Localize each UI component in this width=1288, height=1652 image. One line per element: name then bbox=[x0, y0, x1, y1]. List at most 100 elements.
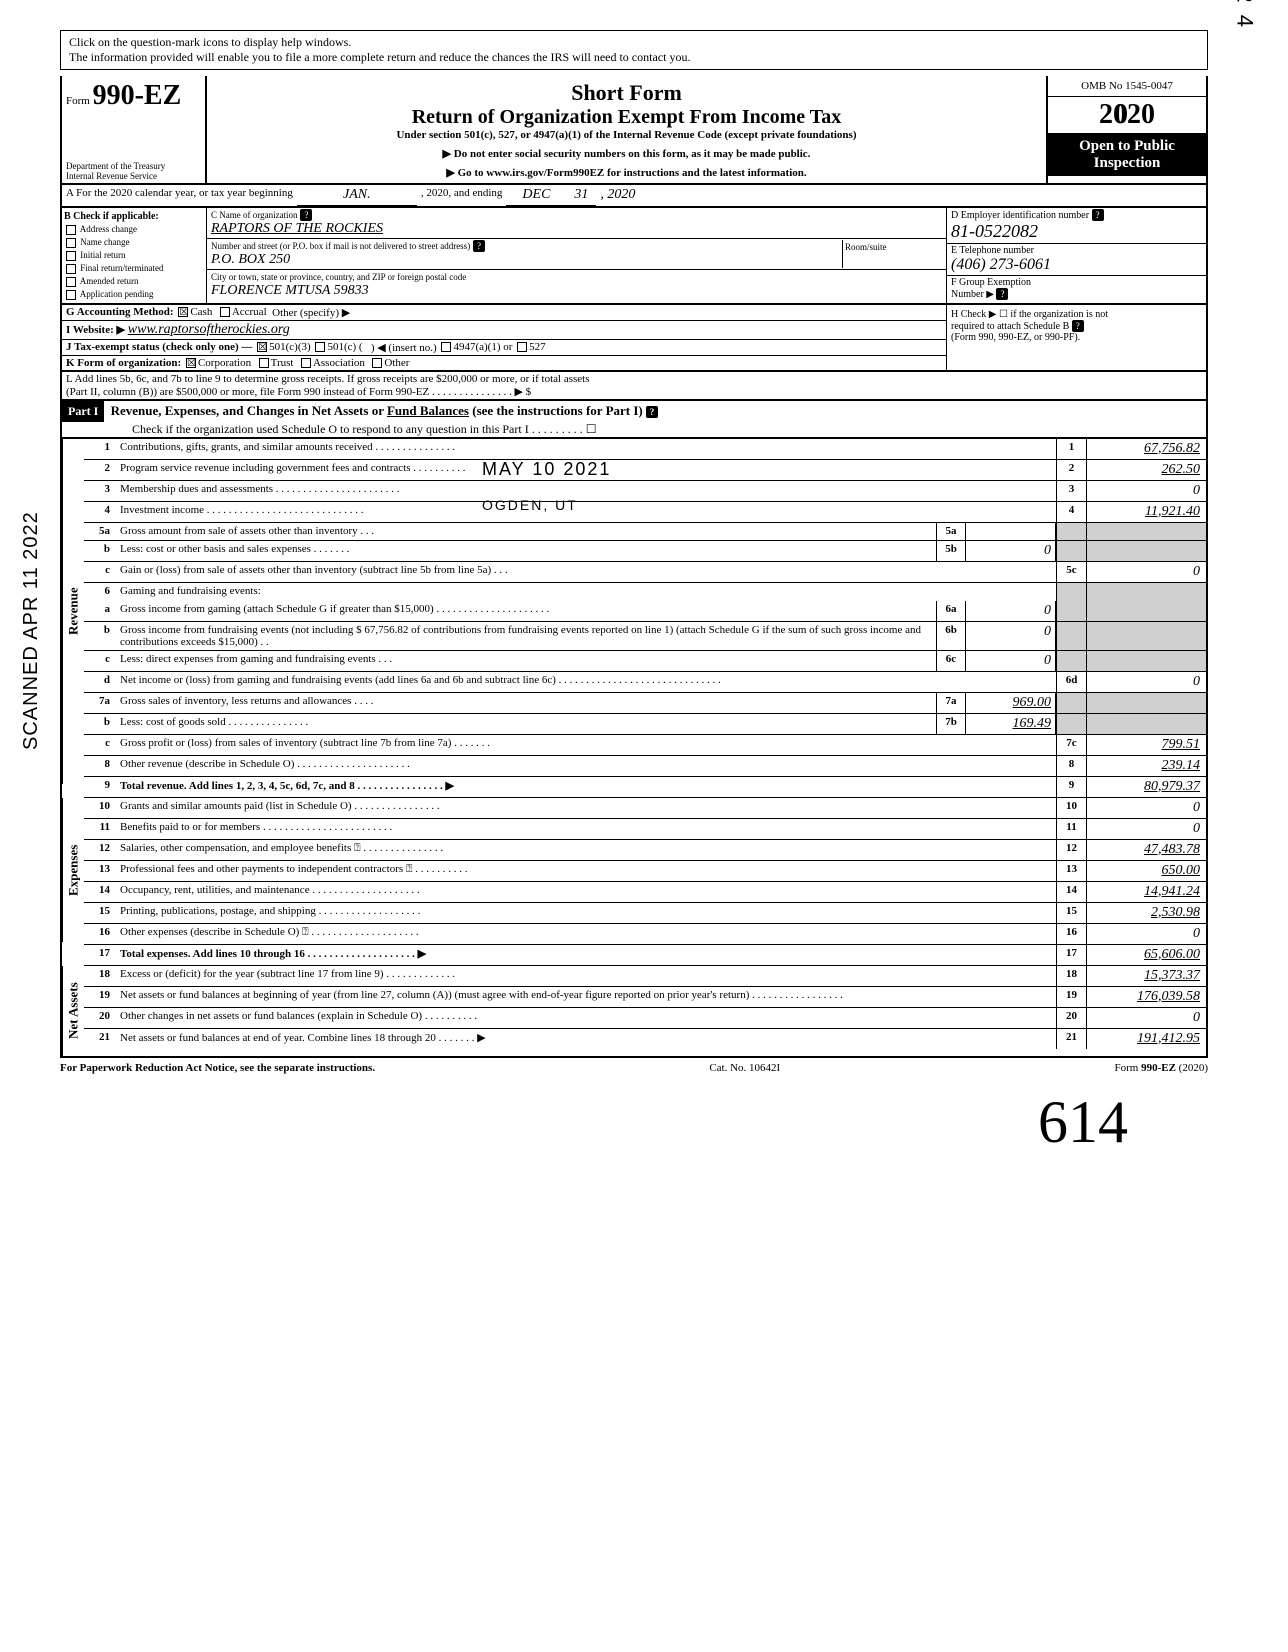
line-amount bbox=[1086, 714, 1206, 734]
line-amount bbox=[1086, 651, 1206, 671]
check-501c3[interactable]: ☒ bbox=[257, 342, 267, 352]
line-no: 13 bbox=[84, 861, 116, 881]
check-final[interactable]: Final return/terminated bbox=[64, 262, 204, 275]
help-icon[interactable]: ? bbox=[300, 209, 312, 221]
line-text: Printing, publications, postage, and shi… bbox=[116, 903, 1056, 923]
check-assoc[interactable] bbox=[301, 358, 311, 368]
inner-amount: 0 bbox=[966, 541, 1056, 561]
ein-value: 81-0522082 bbox=[951, 221, 1038, 241]
line-amount bbox=[1086, 583, 1206, 601]
line-box bbox=[1056, 601, 1086, 621]
f-label2: Number ▶ bbox=[951, 289, 994, 300]
phone-value: (406) 273-6061 bbox=[951, 256, 1051, 273]
line-text: Gross income from fundraising events (no… bbox=[116, 622, 936, 650]
line-box: 4 bbox=[1056, 502, 1086, 522]
check-trust[interactable] bbox=[259, 358, 269, 368]
c3-label: 501(c)(3) bbox=[269, 341, 311, 353]
check-initial[interactable]: Initial return bbox=[64, 249, 204, 262]
form-prefix: Form bbox=[66, 95, 90, 107]
website-value: www.raptorsoftherockies.org bbox=[128, 322, 290, 338]
tax-year-end-month: DEC bbox=[506, 185, 566, 206]
line-box: 6d bbox=[1056, 672, 1086, 692]
open-to-public: Open to Public Inspection bbox=[1048, 134, 1206, 176]
check-527[interactable] bbox=[517, 342, 527, 352]
check-corp[interactable]: ☒ bbox=[186, 358, 196, 368]
tax-year-begin: JAN. bbox=[297, 185, 417, 206]
check-4947[interactable] bbox=[441, 342, 451, 352]
line-amount bbox=[1086, 541, 1206, 561]
row-a-mid: , 2020, and ending bbox=[417, 185, 507, 206]
line-text: Net income or (loss) from gaming and fun… bbox=[116, 672, 1056, 692]
help-icon[interactable]: ? bbox=[473, 240, 485, 252]
help-icon[interactable]: ? bbox=[646, 406, 658, 418]
line-text: Other changes in net assets or fund bala… bbox=[116, 1008, 1056, 1028]
line-box: 16 bbox=[1056, 924, 1086, 944]
line-amount: 65,606.00 bbox=[1086, 945, 1206, 965]
other-org-label: Other bbox=[384, 357, 409, 369]
d-label: D Employer identification number bbox=[951, 210, 1089, 221]
street-value: P.O. BOX 250 bbox=[211, 252, 290, 267]
check-amended[interactable]: Amended return bbox=[64, 275, 204, 288]
h-line2: required to attach Schedule B bbox=[951, 321, 1069, 332]
line-no: 11 bbox=[84, 819, 116, 839]
open-line1: Open to Public bbox=[1052, 138, 1202, 155]
line-no: b bbox=[84, 622, 116, 650]
line-amount: 67,756.82 bbox=[1086, 439, 1206, 459]
line-amount: 239.14 bbox=[1086, 756, 1206, 776]
footer-left: For Paperwork Reduction Act Notice, see … bbox=[60, 1062, 375, 1074]
help-icon[interactable]: ? bbox=[1092, 209, 1104, 221]
note-ssn: ▶ Do not enter social security numbers o… bbox=[215, 147, 1038, 160]
dept-treasury: Department of the Treasury bbox=[66, 161, 165, 171]
check-other-org[interactable] bbox=[372, 358, 382, 368]
footer-mid: Cat. No. 10642I bbox=[709, 1062, 780, 1074]
check-name[interactable]: Name change bbox=[64, 236, 204, 249]
a1-label: 4947(a)(1) or bbox=[453, 341, 512, 353]
line-box: 18 bbox=[1056, 966, 1086, 986]
subtitle: Under section 501(c), 527, or 4947(a)(1)… bbox=[215, 129, 1038, 141]
c-label: 501(c) ( bbox=[327, 341, 362, 353]
line-no: 18 bbox=[84, 966, 116, 986]
line-no: 20 bbox=[84, 1008, 116, 1028]
line-no: 2 bbox=[84, 460, 116, 480]
right-info-col: D Employer identification number ? 81-05… bbox=[946, 208, 1206, 303]
line-box: 8 bbox=[1056, 756, 1086, 776]
line-box: 12 bbox=[1056, 840, 1086, 860]
check-pending[interactable]: Application pending bbox=[64, 288, 204, 301]
line-amount: 0 bbox=[1086, 798, 1206, 818]
section-b: B Check if applicable: Address change Na… bbox=[60, 208, 1208, 305]
check-501c[interactable] bbox=[315, 342, 325, 352]
corp-label: Corporation bbox=[198, 357, 251, 369]
check-accrual[interactable] bbox=[220, 307, 230, 317]
ins-label: ) ◀ (insert no.) bbox=[371, 341, 437, 354]
line-no: 3 bbox=[84, 481, 116, 501]
line-box: 21 bbox=[1056, 1029, 1086, 1049]
line-box: 5c bbox=[1056, 562, 1086, 582]
check-cash[interactable]: ☒ bbox=[178, 307, 188, 317]
line-amount: 799.51 bbox=[1086, 735, 1206, 755]
tax-year: 2020 bbox=[1048, 97, 1206, 134]
inner-amount: 969.00 bbox=[966, 693, 1056, 713]
check-address[interactable]: Address change bbox=[64, 223, 204, 236]
line-amount: 15,373.37 bbox=[1086, 966, 1206, 986]
help-icon[interactable]: ? bbox=[996, 288, 1008, 300]
line-no: 19 bbox=[84, 987, 116, 1007]
line-amount: 650.00 bbox=[1086, 861, 1206, 881]
line-text: Gross profit or (loss) from sales of inv… bbox=[116, 735, 1056, 755]
line-amount: 176,039.58 bbox=[1086, 987, 1206, 1007]
room-suite: Room/suite bbox=[842, 240, 942, 268]
part1-check: Check if the organization used Schedule … bbox=[62, 422, 596, 436]
line-text: Benefits paid to or for members . . . . … bbox=[116, 819, 1056, 839]
part1-title: Revenue, Expenses, and Changes in Net As… bbox=[107, 403, 658, 418]
line-no: b bbox=[84, 541, 116, 561]
line-no: 5a bbox=[84, 523, 116, 540]
inner-box: 6b bbox=[936, 622, 966, 650]
city-label: City or town, state or province, country… bbox=[211, 272, 466, 282]
line-box: 20 bbox=[1056, 1008, 1086, 1028]
line-text: Total expenses. Add lines 10 through 16 … bbox=[120, 948, 426, 960]
line-box: 14 bbox=[1056, 882, 1086, 902]
line-amount: 2,530.98 bbox=[1086, 903, 1206, 923]
help-icon[interactable]: ? bbox=[1072, 320, 1084, 332]
line-box: 17 bbox=[1056, 945, 1086, 965]
line-text: Professional fees and other payments to … bbox=[116, 861, 1056, 881]
trust-label: Trust bbox=[271, 357, 294, 369]
